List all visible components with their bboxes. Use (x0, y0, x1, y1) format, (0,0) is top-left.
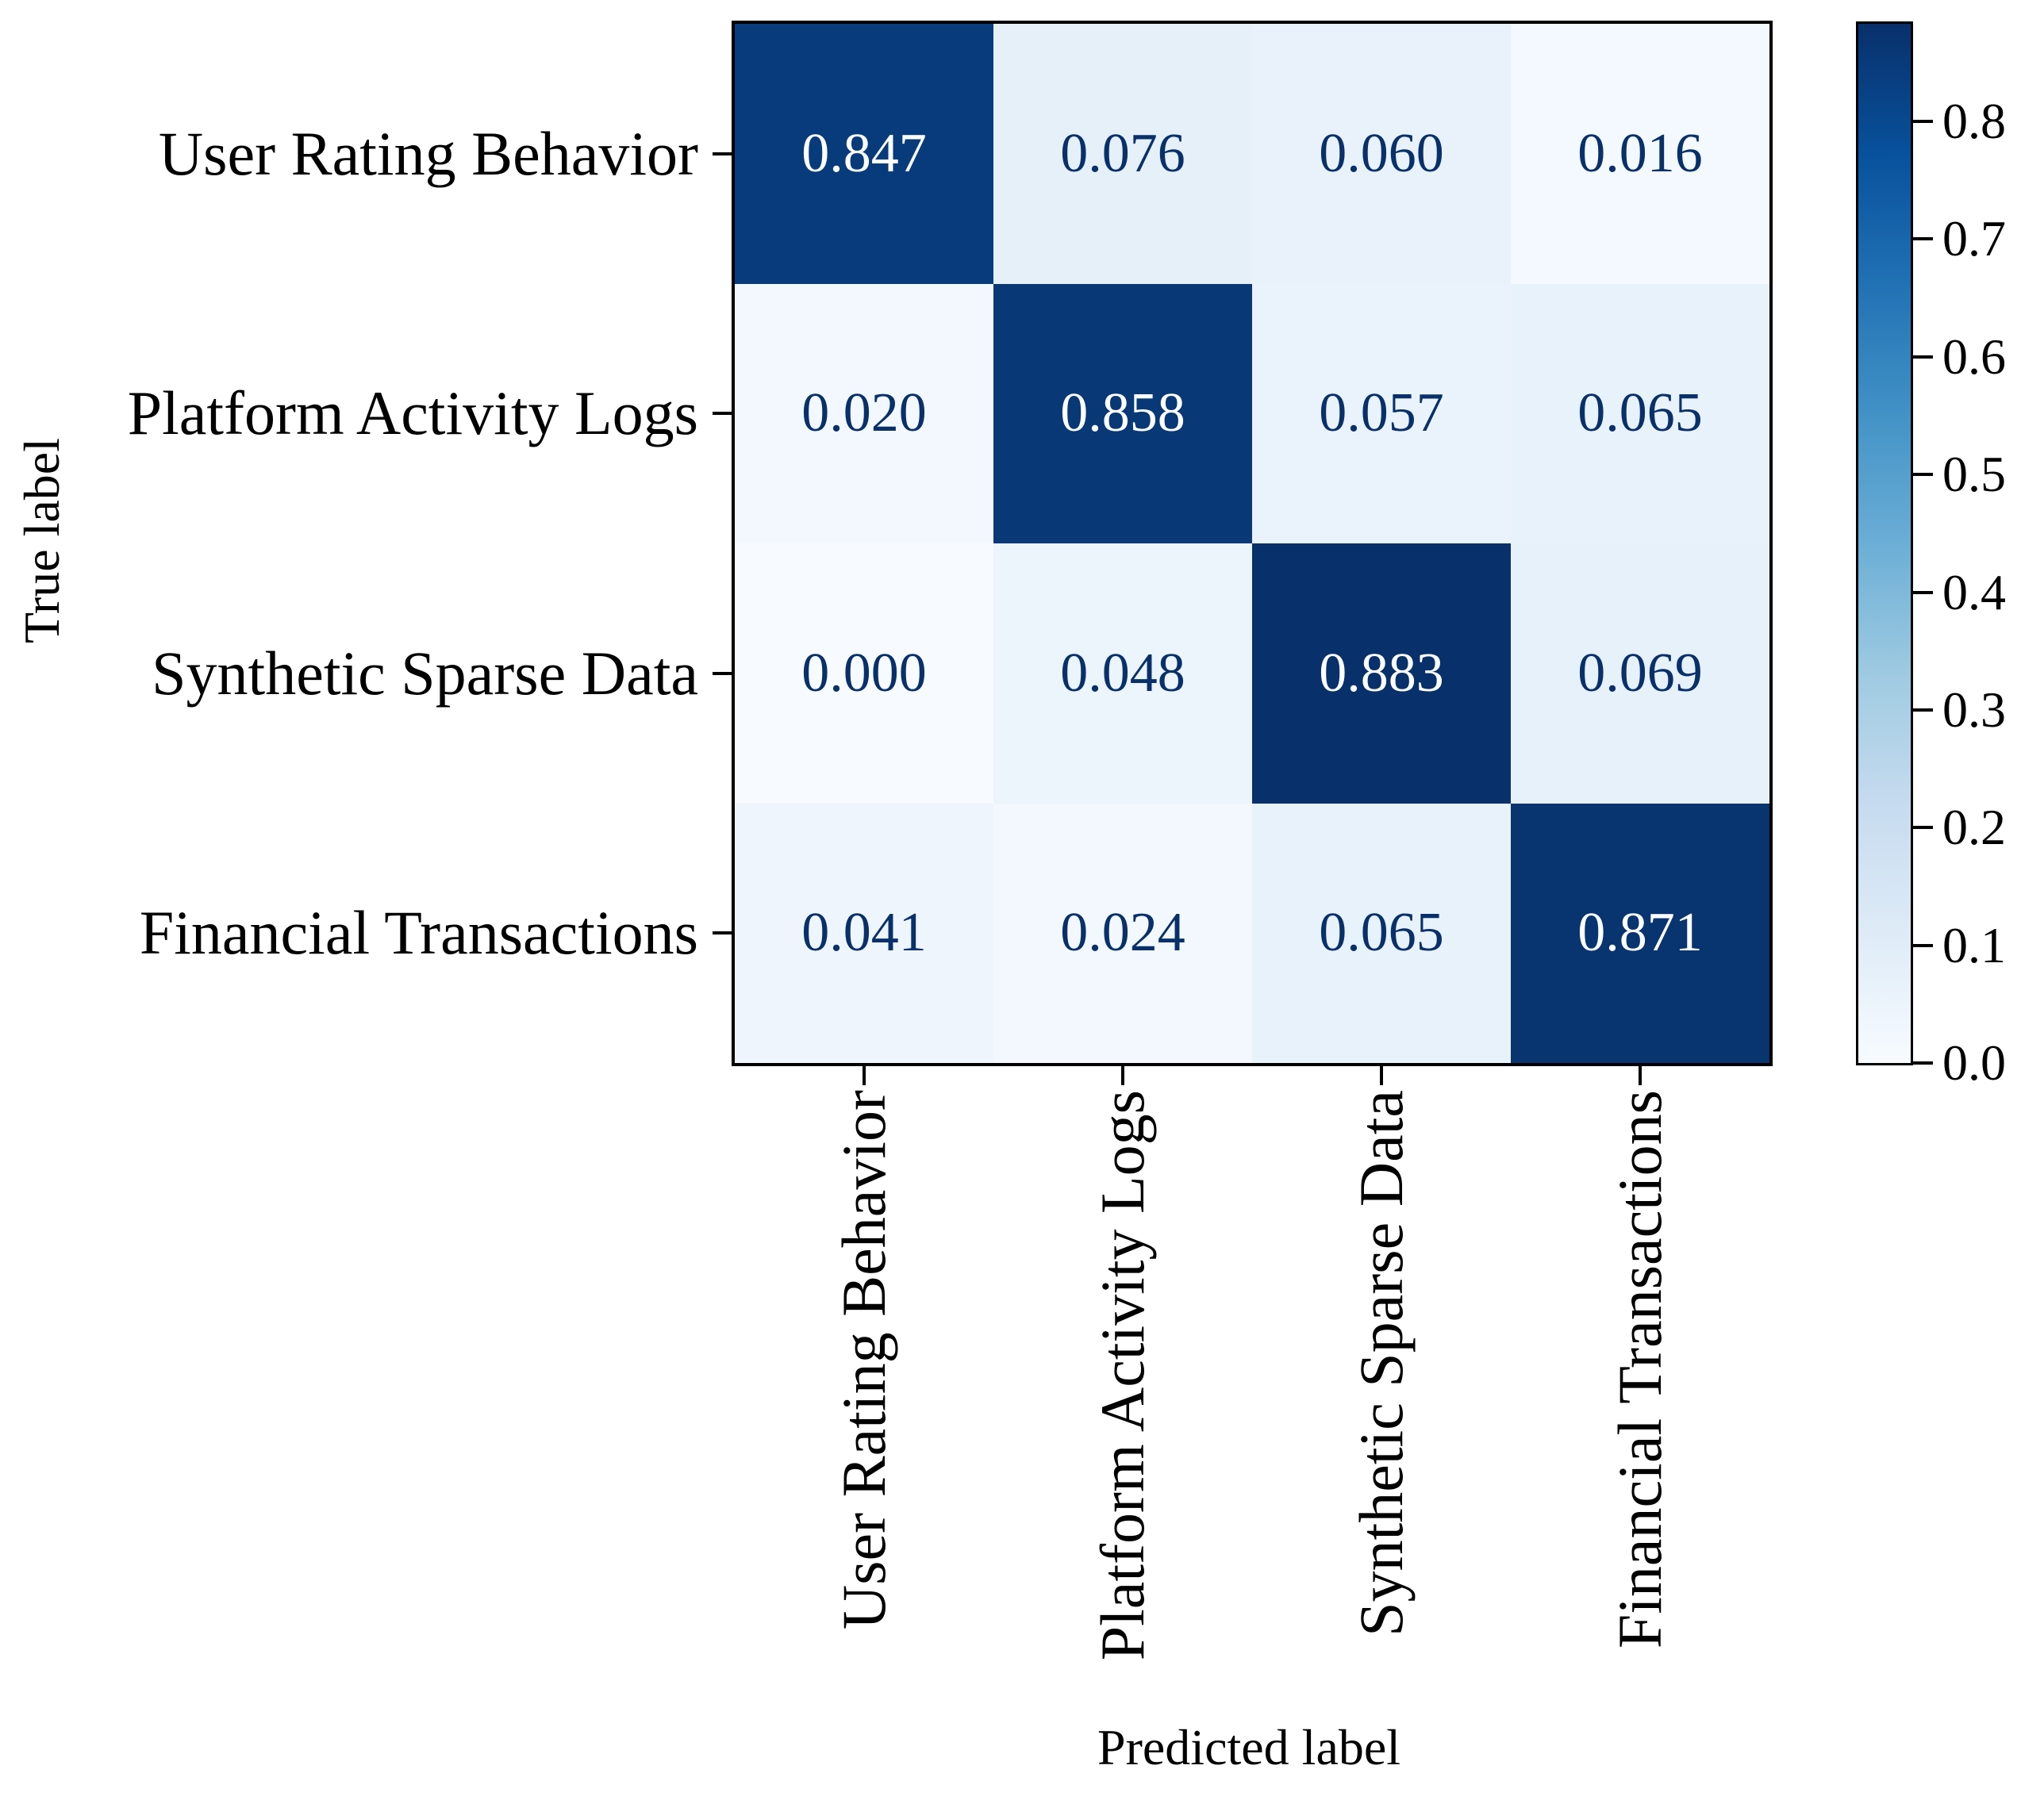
colorbar-tick-label: 0.4 (1942, 563, 2006, 620)
x-tick-label: User Rating Behavior (829, 1090, 898, 1630)
x-tick-mark (863, 1063, 866, 1085)
y-axis-title: True label (13, 438, 70, 643)
heatmap-cell: 0.020 (735, 283, 993, 543)
heatmap-cell: 0.016 (1511, 24, 1769, 284)
colorbar-tick-label: 0.3 (1942, 681, 2006, 738)
colorbar-tick-mark (1911, 355, 1933, 359)
heatmap-cell: 0.871 (1511, 803, 1769, 1063)
colorbar-tick-mark (1911, 708, 1933, 712)
heatmap-cell: 0.069 (1511, 543, 1769, 804)
y-tick-mark (713, 412, 735, 416)
colorbar-tick-mark (1911, 590, 1933, 594)
heatmap-cell: 0.048 (993, 543, 1252, 804)
heatmap-cell: 0.041 (735, 803, 993, 1063)
heatmap-cell: 0.847 (735, 24, 993, 284)
colorbar (1856, 21, 1913, 1065)
x-tick-mark (1639, 1063, 1642, 1085)
colorbar-tick-label: 0.6 (1942, 328, 2006, 385)
colorbar-tick-label: 0.7 (1942, 210, 2006, 267)
heatmap-cell: 0.024 (993, 803, 1252, 1063)
y-tick-label: Financial Transactions (139, 898, 698, 968)
y-tick-label: User Rating Behavior (158, 118, 698, 188)
x-axis-title: Predicted label (1097, 1719, 1401, 1775)
colorbar-gradient (1858, 24, 1911, 1063)
x-tick-mark (1380, 1063, 1383, 1085)
x-tick-label: Synthetic Sparse Data (1347, 1090, 1416, 1637)
y-tick-mark (713, 152, 735, 155)
colorbar-tick-label: 0.2 (1942, 799, 2006, 856)
colorbar-tick-mark (1911, 1061, 1933, 1065)
y-tick-label: Synthetic Sparse Data (152, 638, 698, 708)
heatmap-cell: 0.065 (1511, 283, 1769, 543)
y-tick-mark (713, 671, 735, 675)
heatmap-cell: 0.076 (993, 24, 1252, 284)
heatmap-cell: 0.060 (1252, 24, 1511, 284)
heatmap-cell: 0.883 (1252, 543, 1511, 804)
x-tick-label: Financial Transactions (1605, 1090, 1674, 1649)
x-tick-mark (1121, 1063, 1124, 1085)
x-tick-label: Platform Activity Logs (1088, 1090, 1157, 1661)
heatmap-cell: 0.000 (735, 543, 993, 804)
heatmap-grid: 0.847 0.076 0.060 0.016 0.020 0.858 0.057 0.065… (732, 21, 1773, 1066)
heatmap-cell: 0.057 (1252, 283, 1511, 543)
colorbar-tick-label: 0.1 (1942, 916, 2006, 973)
colorbar-tick-mark (1911, 120, 1933, 124)
heatmap-cell: 0.858 (993, 283, 1252, 543)
colorbar-tick-mark (1911, 943, 1933, 947)
colorbar-tick-label: 0.5 (1942, 446, 2006, 503)
colorbar-tick-mark (1911, 826, 1933, 830)
colorbar-tick-mark (1911, 237, 1933, 241)
heatmap-cell: 0.065 (1252, 803, 1511, 1063)
colorbar-tick-mark (1911, 473, 1933, 477)
colorbar-tick-label: 0.0 (1942, 1034, 2006, 1091)
y-tick-label: Platform Activity Logs (127, 378, 698, 448)
colorbar-tick-label: 0.8 (1942, 93, 2006, 150)
y-tick-mark (713, 931, 735, 935)
